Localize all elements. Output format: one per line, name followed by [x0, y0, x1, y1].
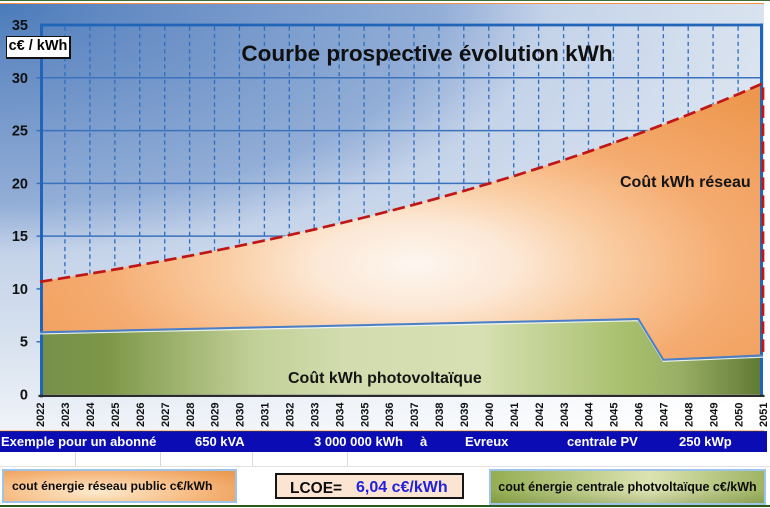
svg-text:2040: 2040	[484, 403, 496, 427]
svg-text:30: 30	[12, 71, 28, 87]
svg-text:2051: 2051	[758, 403, 770, 427]
svg-text:2043: 2043	[559, 403, 571, 427]
svg-text:2024: 2024	[85, 402, 97, 427]
svg-text:0: 0	[20, 388, 28, 404]
svg-text:2050: 2050	[733, 403, 745, 427]
svg-text:35: 35	[12, 18, 28, 34]
svg-text:2047: 2047	[659, 403, 671, 427]
svg-text:2046: 2046	[634, 403, 646, 427]
svg-text:15: 15	[12, 229, 28, 245]
svg-text:2022: 2022	[35, 403, 47, 427]
svg-text:2026: 2026	[135, 403, 147, 427]
svg-text:5: 5	[20, 335, 28, 351]
svg-text:2031: 2031	[260, 403, 272, 427]
svg-text:20: 20	[12, 176, 28, 192]
svg-text:2025: 2025	[110, 403, 122, 427]
svg-text:2035: 2035	[359, 403, 371, 427]
svg-text:2037: 2037	[409, 403, 421, 427]
svg-text:10: 10	[12, 282, 28, 298]
svg-text:2028: 2028	[185, 403, 197, 427]
svg-text:2036: 2036	[384, 403, 396, 427]
svg-text:2039: 2039	[459, 403, 471, 427]
svg-text:25: 25	[12, 124, 28, 140]
svg-text:2034: 2034	[334, 402, 346, 427]
svg-text:2048: 2048	[683, 403, 695, 427]
svg-text:2023: 2023	[60, 403, 72, 427]
svg-text:2042: 2042	[534, 403, 546, 427]
svg-text:2045: 2045	[609, 403, 621, 427]
svg-text:2030: 2030	[235, 403, 247, 427]
svg-text:2044: 2044	[584, 402, 596, 427]
svg-text:2033: 2033	[309, 403, 321, 427]
svg-text:2038: 2038	[434, 403, 446, 427]
svg-text:2029: 2029	[210, 403, 222, 427]
svg-text:2027: 2027	[160, 403, 172, 427]
svg-text:2041: 2041	[509, 403, 521, 427]
svg-text:2032: 2032	[285, 403, 297, 427]
svg-text:2049: 2049	[708, 403, 720, 427]
